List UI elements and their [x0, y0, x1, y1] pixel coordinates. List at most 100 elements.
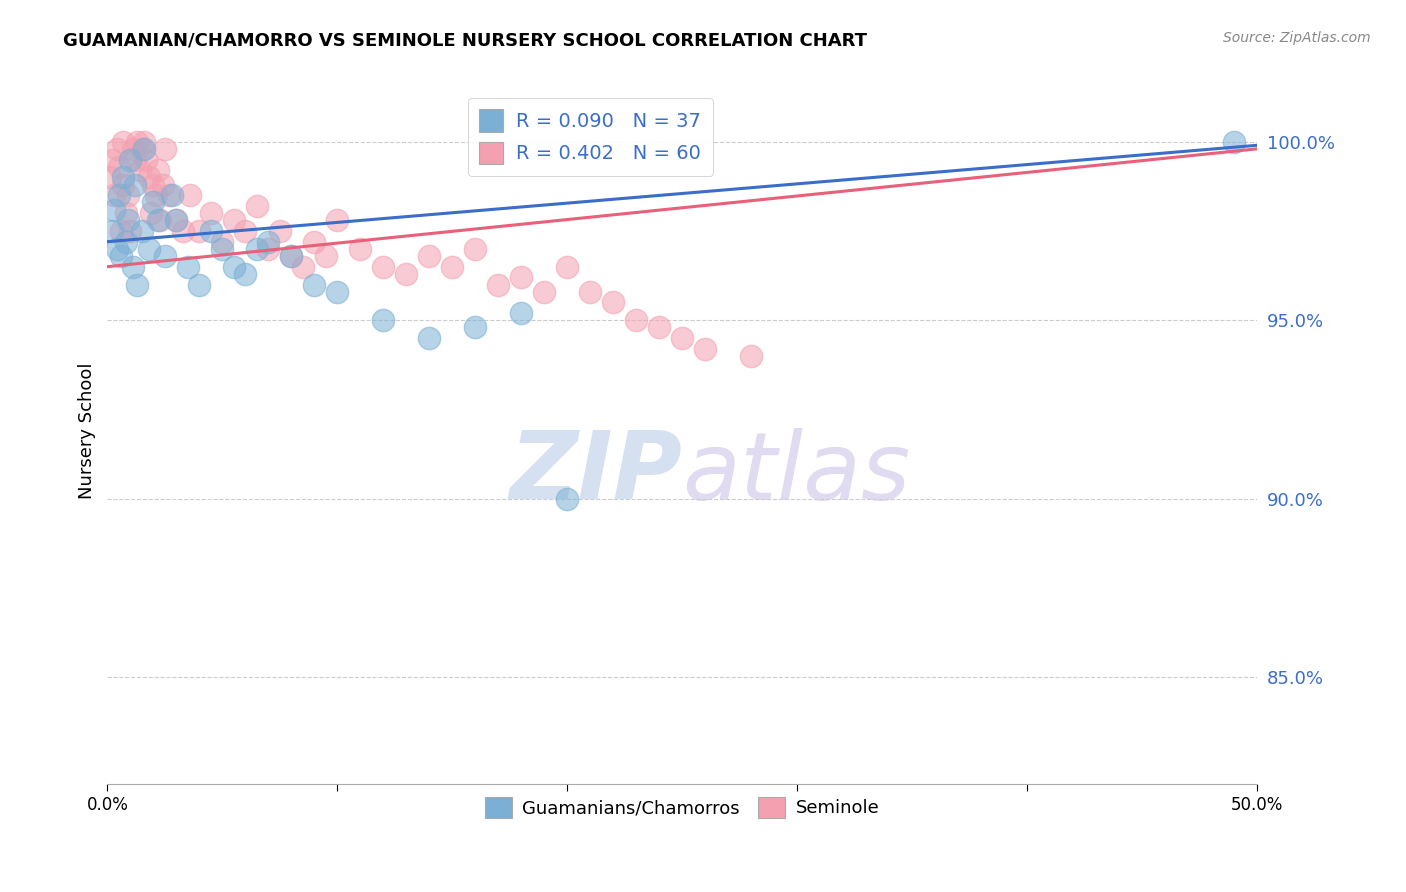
Point	[108, 188, 131, 202]
Point	[269, 224, 291, 238]
Point	[326, 213, 349, 227]
Point	[464, 320, 486, 334]
Point	[602, 295, 624, 310]
Point	[120, 153, 142, 167]
Point	[108, 160, 131, 174]
Point	[246, 242, 269, 256]
Point	[146, 163, 169, 178]
Point	[211, 235, 233, 249]
Point	[110, 224, 132, 238]
Point	[200, 206, 222, 220]
Point	[510, 306, 533, 320]
Point	[257, 235, 280, 249]
Point	[131, 142, 153, 156]
Point	[142, 178, 165, 192]
Text: atlas: atlas	[682, 428, 911, 519]
Point	[127, 135, 149, 149]
Point	[172, 224, 194, 238]
Point	[418, 331, 440, 345]
Point	[120, 224, 142, 238]
Point	[257, 242, 280, 256]
Point	[326, 285, 349, 299]
Point	[1223, 135, 1246, 149]
Point	[117, 188, 139, 202]
Point	[101, 153, 124, 167]
Point	[280, 249, 302, 263]
Point	[291, 260, 314, 274]
Point	[179, 188, 201, 202]
Point	[112, 135, 135, 149]
Point	[200, 224, 222, 238]
Point	[114, 235, 136, 249]
Point	[105, 242, 128, 256]
Point	[280, 249, 302, 263]
Legend: Guamanians/Chamorros, Seminole: Guamanians/Chamorros, Seminole	[478, 789, 887, 825]
Point	[159, 188, 181, 202]
Point	[103, 188, 125, 202]
Point	[486, 277, 509, 292]
Point	[124, 153, 146, 167]
Point	[510, 270, 533, 285]
Point	[152, 178, 174, 192]
Point	[395, 267, 418, 281]
Point	[142, 195, 165, 210]
Point	[177, 260, 200, 274]
Point	[138, 170, 160, 185]
Point	[555, 491, 578, 506]
Point	[145, 188, 167, 202]
Point	[153, 249, 176, 263]
Point	[128, 163, 150, 178]
Point	[441, 260, 464, 274]
Point	[114, 206, 136, 220]
Point	[233, 224, 256, 238]
Point	[135, 153, 157, 167]
Point	[349, 242, 371, 256]
Point	[165, 213, 187, 227]
Point	[103, 202, 125, 217]
Point	[626, 313, 648, 327]
Point	[304, 277, 326, 292]
Point	[648, 320, 671, 334]
Point	[555, 260, 578, 274]
Point	[121, 260, 143, 274]
Point	[579, 285, 602, 299]
Point	[188, 277, 211, 292]
Point	[124, 178, 146, 192]
Point	[139, 206, 162, 220]
Text: Source: ZipAtlas.com: Source: ZipAtlas.com	[1223, 31, 1371, 45]
Point	[315, 249, 337, 263]
Point	[188, 224, 211, 238]
Text: ZIP: ZIP	[509, 427, 682, 519]
Point	[112, 170, 135, 185]
Point	[418, 249, 440, 263]
Point	[160, 188, 183, 202]
Point	[105, 142, 128, 156]
Point	[98, 170, 121, 185]
Point	[149, 213, 172, 227]
Point	[121, 142, 143, 156]
Point	[146, 213, 169, 227]
Point	[165, 213, 187, 227]
Point	[304, 235, 326, 249]
Point	[101, 224, 124, 238]
Point	[695, 342, 717, 356]
Point	[373, 260, 395, 274]
Point	[112, 178, 135, 192]
Point	[464, 242, 486, 256]
Text: GUAMANIAN/CHAMORRO VS SEMINOLE NURSERY SCHOOL CORRELATION CHART: GUAMANIAN/CHAMORRO VS SEMINOLE NURSERY S…	[63, 31, 868, 49]
Point	[134, 142, 156, 156]
Point	[138, 242, 160, 256]
Point	[222, 260, 245, 274]
Point	[211, 242, 233, 256]
Point	[233, 267, 256, 281]
Point	[127, 277, 149, 292]
Point	[373, 313, 395, 327]
Point	[131, 224, 153, 238]
Point	[153, 142, 176, 156]
Y-axis label: Nursery School: Nursery School	[79, 363, 96, 500]
Point	[246, 199, 269, 213]
Point	[671, 331, 693, 345]
Point	[110, 249, 132, 263]
Point	[222, 213, 245, 227]
Point	[533, 285, 555, 299]
